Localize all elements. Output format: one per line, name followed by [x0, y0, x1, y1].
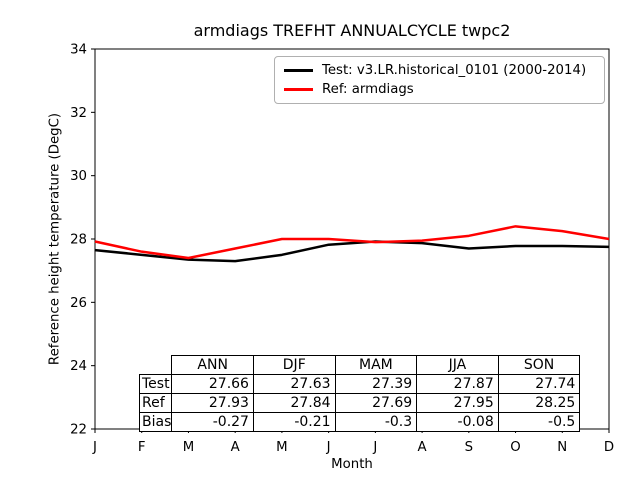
- x-tick-label: F: [138, 440, 146, 455]
- test-line-sample: [284, 69, 313, 72]
- stats-value: 27.66: [171, 374, 254, 394]
- table-corner-spacer: [140, 356, 172, 375]
- stats-col-header: ANN: [171, 355, 254, 375]
- legend-label-test: Test: v3.LR.historical_0101 (2000-2014): [322, 63, 587, 78]
- stats-header-row: ANN DJF MAM JJA SON: [140, 355, 581, 375]
- stats-value: -0.08: [416, 412, 499, 432]
- stats-value: -0.5: [497, 412, 581, 432]
- y-axis-label: Reference height temperature (DegC): [47, 112, 63, 366]
- y-tick-label: 34: [70, 43, 87, 58]
- test-series-line: [94, 240, 610, 263]
- stats-row-bias: Bias -0.27 -0.21 -0.3 -0.08 -0.5: [138, 412, 581, 432]
- chart-title: armdiags TREFHT ANNUALCYCLE twpc2: [193, 21, 511, 40]
- stats-value: 27.69: [334, 393, 418, 413]
- legend-item-test: Test: v3.LR.historical_0101 (2000-2014): [284, 63, 595, 78]
- stats-value: -0.27: [171, 412, 254, 432]
- legend: Test: v3.LR.historical_0101 (2000-2014) …: [274, 56, 605, 104]
- x-tick-label: N: [557, 440, 567, 455]
- x-tick-label: A: [231, 440, 240, 455]
- y-tick-label: 30: [70, 169, 87, 184]
- stats-value: 27.87: [416, 374, 499, 394]
- x-tick-label: J: [326, 440, 331, 455]
- stats-col-header: SON: [497, 355, 581, 375]
- x-tick-label: J: [92, 440, 97, 455]
- x-tick-label: S: [465, 440, 473, 455]
- y-tick-label: 22: [70, 423, 87, 438]
- stats-value: 27.95: [416, 393, 499, 413]
- stats-value: 28.25: [497, 393, 581, 413]
- y-tick-label: 28: [70, 233, 87, 248]
- stats-col-header: DJF: [252, 355, 336, 375]
- stats-row-label: Bias: [138, 412, 173, 432]
- legend-label-ref: Ref: armdiags: [322, 82, 414, 97]
- stats-value: 27.74: [497, 374, 581, 394]
- stats-table: ANN DJF MAM JJA SON Test 27.66 27.63 27.39 27.87 2…: [138, 355, 581, 432]
- y-tick-label: 24: [70, 359, 87, 374]
- stats-row-label: Ref: [138, 393, 173, 413]
- ref-series-line: [94, 225, 610, 260]
- stats-value: 27.63: [252, 374, 336, 394]
- x-tick-label: J: [372, 440, 377, 455]
- y-tick-label: 26: [70, 296, 87, 311]
- stats-value: 27.39: [334, 374, 418, 394]
- stats-col-header: MAM: [334, 355, 418, 375]
- stats-col-header: JJA: [416, 355, 499, 375]
- stats-row-label: Test: [138, 374, 173, 394]
- stats-row-test: Test 27.66 27.63 27.39 27.87 27.74: [138, 374, 581, 394]
- y-tick-label: 32: [70, 106, 87, 121]
- stats-row-ref: Ref 27.93 27.84 27.69 27.95 28.25: [138, 393, 581, 413]
- stats-value: 27.84: [252, 393, 336, 413]
- x-axis-label: Month: [331, 457, 373, 472]
- stats-value: -0.21: [252, 412, 336, 432]
- stats-value: 27.93: [171, 393, 254, 413]
- x-tick-label: M: [276, 440, 287, 455]
- x-tick-label: M: [183, 440, 194, 455]
- ref-line-sample: [284, 88, 313, 91]
- legend-item-ref: Ref: armdiags: [284, 82, 595, 97]
- x-tick-label: O: [510, 440, 520, 455]
- stats-value: -0.3: [334, 412, 418, 432]
- x-tick-label: A: [418, 440, 427, 455]
- x-tick-label: D: [604, 440, 614, 455]
